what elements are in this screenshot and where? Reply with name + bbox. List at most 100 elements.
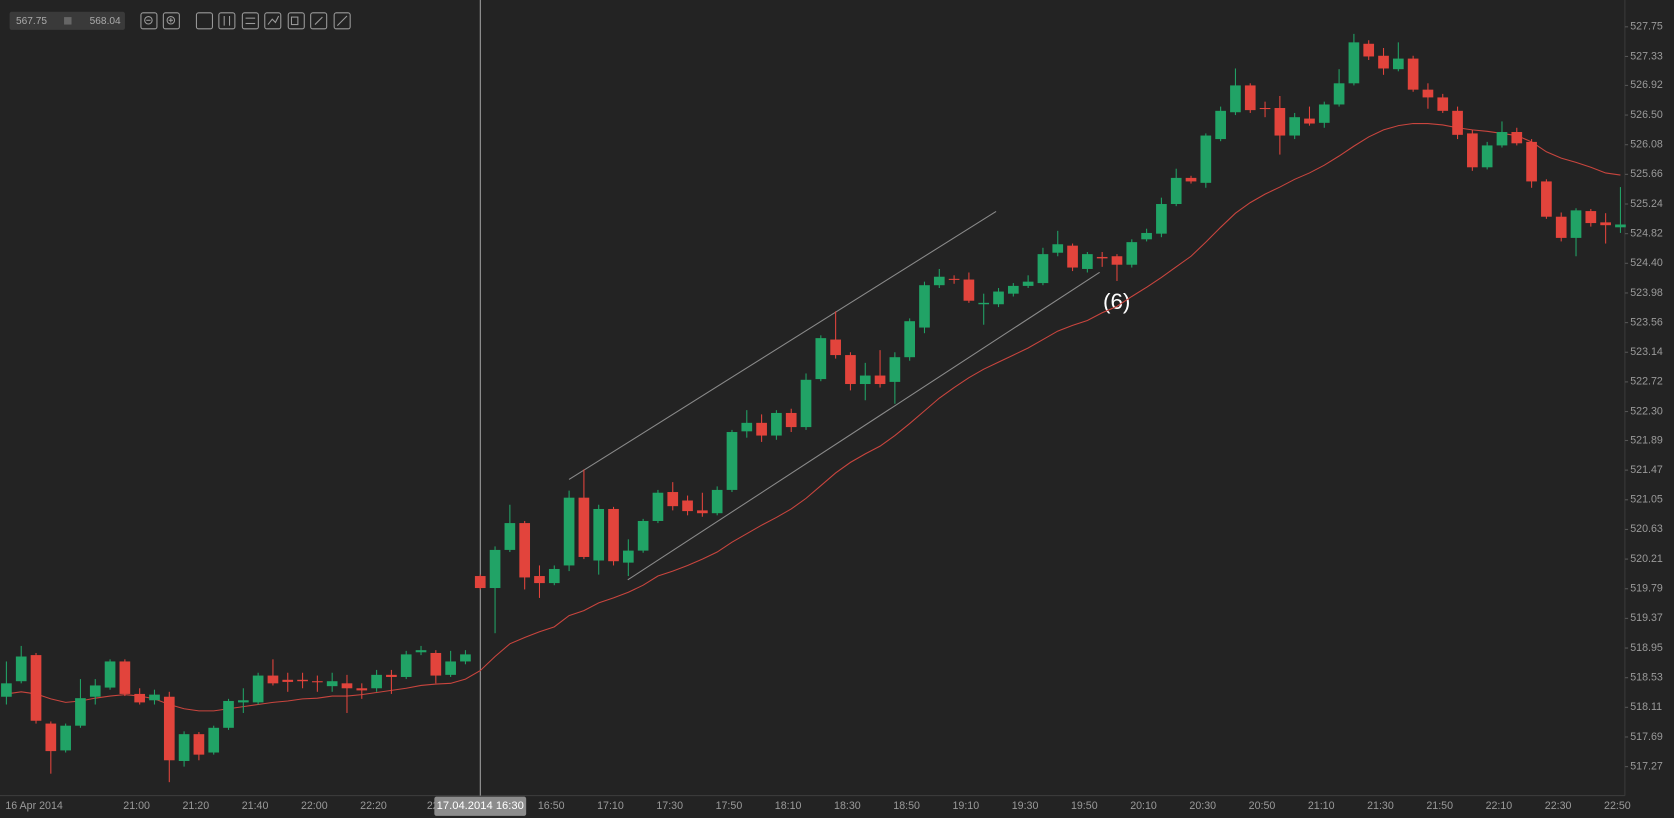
candle: [163, 691, 175, 783]
candle: [563, 490, 575, 572]
candle-body: [726, 432, 738, 490]
candle-body: [1378, 55, 1389, 69]
x-tick-label: 17:10: [597, 800, 624, 812]
candle: [1333, 69, 1345, 107]
candle-body: [1526, 141, 1537, 182]
candle: [282, 672, 294, 692]
candle: [371, 669, 382, 692]
candle-body: [1555, 216, 1567, 238]
candle-body: [1289, 117, 1301, 136]
candle-body: [978, 302, 990, 305]
y-tick-label: 524.40: [1630, 257, 1663, 269]
candle: [667, 482, 679, 511]
candle: [297, 672, 308, 689]
candle-body: [1185, 177, 1197, 182]
candle: [178, 731, 190, 767]
candle: [1511, 127, 1523, 146]
y-tick-label: 523.14: [1630, 346, 1663, 358]
candle: [1452, 106, 1463, 140]
candle: [800, 373, 812, 430]
candle-body: [1200, 135, 1212, 183]
timeframe-button[interactable]: [195, 12, 213, 30]
x-tick-label: 19:10: [953, 800, 980, 812]
y-tick-label: 521.89: [1630, 434, 1663, 446]
candle-body: [45, 723, 57, 752]
candle-body: [356, 688, 368, 691]
x-tick-label: 16 Apr 2014: [5, 800, 63, 812]
y-tick-label: 525.66: [1630, 168, 1663, 180]
x-tick-label: 21:00: [123, 800, 150, 812]
candle: [1363, 40, 1375, 61]
candle-body: [134, 693, 146, 703]
candle-body: [1467, 133, 1478, 168]
candle: [697, 492, 708, 517]
candle-body: [1, 683, 12, 697]
y-tick-label: 525.24: [1630, 198, 1663, 210]
candle: [1437, 93, 1449, 113]
candle-body: [1318, 104, 1330, 123]
candle: [208, 725, 220, 755]
edit-button[interactable]: [310, 12, 328, 30]
price-low: 567.75: [16, 16, 47, 27]
candle-body: [1452, 110, 1463, 135]
candle: [711, 486, 723, 516]
candle: [889, 352, 901, 404]
candle: [1052, 230, 1064, 257]
candle-body: [1067, 245, 1078, 268]
x-tick-label: 21:50: [1426, 800, 1453, 812]
candle: [326, 672, 338, 692]
candle-body: [1052, 244, 1064, 253]
candle: [1007, 283, 1019, 297]
zoom-out-button[interactable]: [140, 12, 158, 30]
candle-body: [845, 355, 856, 385]
candle: [1037, 247, 1049, 286]
candle: [1481, 141, 1493, 170]
y-tick-label: 521.47: [1630, 464, 1663, 476]
studies-button[interactable]: [264, 12, 282, 30]
channel-lower-line: [627, 271, 1100, 581]
candle-body: [223, 700, 234, 728]
candle-body: [474, 576, 486, 589]
candle-body: [622, 550, 634, 563]
price-range-handle[interactable]: [64, 17, 72, 25]
y-tick-label: 526.08: [1630, 139, 1663, 151]
x-tick-label: 19:30: [1012, 800, 1039, 812]
candle: [104, 659, 116, 690]
chart-type-button[interactable]: [218, 12, 236, 30]
candle-body: [1541, 181, 1552, 217]
candle-body: [608, 508, 619, 562]
indicators-button[interactable]: [241, 12, 259, 30]
candle-body: [1141, 232, 1152, 240]
candle: [75, 679, 86, 728]
draw-button[interactable]: [333, 12, 351, 30]
candle-body: [1230, 85, 1241, 113]
candle: [1318, 101, 1330, 128]
candle-body: [519, 523, 531, 578]
candle-body: [1126, 242, 1138, 265]
candle-body: [534, 576, 545, 584]
candle: [1244, 83, 1256, 113]
x-tick-label: 22: [427, 800, 439, 812]
candle: [548, 565, 560, 586]
candle: [756, 414, 767, 442]
x-tick-label: 18:50: [893, 800, 920, 812]
candle: [60, 723, 71, 753]
zoom-in-button[interactable]: [162, 12, 180, 30]
candle: [741, 410, 753, 438]
candle: [1, 661, 12, 705]
x-tick-label: 22:50: [1604, 800, 1631, 812]
x-tick-label: 16:50: [538, 800, 565, 812]
candle-body: [1496, 132, 1508, 146]
candle: [1348, 33, 1360, 86]
candle-body: [904, 321, 916, 358]
candle: [1067, 243, 1078, 272]
copy-button[interactable]: [287, 12, 305, 30]
candle: [1496, 121, 1508, 148]
candle: [1215, 106, 1226, 142]
candle: [933, 268, 945, 289]
candle-body: [1082, 254, 1093, 269]
candle: [519, 520, 531, 590]
